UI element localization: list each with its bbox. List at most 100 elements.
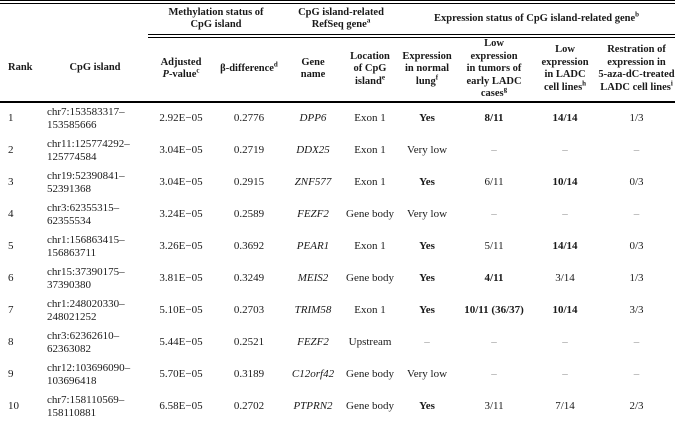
cell-restoration: – xyxy=(633,144,640,156)
group-header-3: Expression status of CpG island-related … xyxy=(398,2,675,38)
footnote-marker: d xyxy=(273,60,278,69)
cell-expr_normal: Yes xyxy=(419,240,435,252)
label-part: Location of CpG island xyxy=(350,50,390,87)
cell-location: Exon 1 xyxy=(354,176,386,188)
cell-beta: 0.2521 xyxy=(233,336,265,348)
cell-cpg: chr15:37390175– 37390380 xyxy=(47,265,125,291)
column-header-gene: Gene name xyxy=(284,36,342,103)
label-part: Restration of expression in 5-aza-dC-tre… xyxy=(598,44,675,93)
cell-cpg: chr7:158110569– 158110881 xyxy=(47,393,125,419)
group-header-0 xyxy=(0,2,148,36)
cell-adj_p: 3.26E−05 xyxy=(159,240,203,252)
cell-gene: PTPRN2 xyxy=(293,400,333,412)
cell-expr_normal: Very low xyxy=(407,368,448,380)
footnote-marker: e xyxy=(381,73,385,81)
cell-restoration: 1/3 xyxy=(629,112,644,124)
cell-location: Exon 1 xyxy=(354,112,386,124)
cell-rank: 3 xyxy=(8,176,14,188)
cell-low_tumor: – xyxy=(491,336,497,348)
cell-restoration: 1/3 xyxy=(629,272,644,284)
cell-low_tumor: 3/11 xyxy=(484,400,504,412)
cell-rank: 1 xyxy=(8,112,14,124)
cell-beta: 0.2589 xyxy=(233,208,265,220)
cell-low_tumor: 4/11 xyxy=(484,272,504,284)
cell-low_tumor: – xyxy=(491,368,497,380)
cell-rank: 4 xyxy=(8,208,14,220)
table-row: 6 chr15:37390175– 37390380 3.81E−05 0.3249 M… xyxy=(0,263,675,295)
cell-low_cell: – xyxy=(562,208,568,220)
table-row: 2 chr11:125774292– 125774584 3.04E−05 0.271… xyxy=(0,135,675,167)
cell-rank: 9 xyxy=(8,368,14,380)
cell-beta: 0.2776 xyxy=(233,112,265,124)
label-part: Methylation status of CpG island xyxy=(168,7,264,30)
label-part: β-difference xyxy=(220,63,274,74)
cell-low_tumor: – xyxy=(491,144,497,156)
cell-expr_normal: Very low xyxy=(407,208,448,220)
column-header-low_tumor: Low expression in tumors of early LADC c… xyxy=(456,36,533,103)
cell-low_cell: 10/14 xyxy=(552,176,578,188)
label-part: Gene name xyxy=(300,56,326,81)
cell-rank: 7 xyxy=(8,304,14,316)
cell-low_cell: – xyxy=(562,336,568,348)
cell-adj_p: 3.81E−05 xyxy=(159,272,203,284)
table-row: 4 chr3:62355315– 62355534 3.24E−05 0.2589 FE… xyxy=(0,199,675,231)
cell-rank: 6 xyxy=(8,272,14,284)
cell-beta: 0.3249 xyxy=(233,272,265,284)
cell-low_tumor: 10/11 (36/37) xyxy=(464,304,524,316)
cell-rank: 10 xyxy=(8,400,19,412)
cell-low_tumor: – xyxy=(491,208,497,220)
cell-low_cell: 14/14 xyxy=(552,112,578,124)
cell-adj_p: 3.04E−05 xyxy=(159,144,203,156)
cell-gene: FEZF2 xyxy=(297,336,329,348)
cell-cpg: chr1:248020330– 248021252 xyxy=(47,297,125,323)
cell-beta: 0.2702 xyxy=(233,400,265,412)
cell-restoration: – xyxy=(633,368,640,380)
cell-location: Upstream xyxy=(348,336,392,348)
label-part: -value xyxy=(168,69,197,81)
cell-beta: 0.2703 xyxy=(233,304,265,316)
table-row: 8 chr3:62362610– 62363082 5.44E−05 0.2521 FE… xyxy=(0,327,675,359)
footnote-marker: h xyxy=(582,79,587,88)
cell-adj_p: 2.92E−05 xyxy=(159,112,203,124)
cell-location: Exon 1 xyxy=(354,144,386,156)
table-row: 1 chr7:153583317– 153585666 2.92E−05 0.2776… xyxy=(0,102,675,135)
column-header-adj_p: Adjusted P-valuec xyxy=(148,36,214,103)
cell-low_tumor: 8/11 xyxy=(484,112,504,124)
label-part: CpG island-related RefSeq gene xyxy=(298,7,384,30)
cell-beta: 0.3189 xyxy=(233,368,265,380)
cell-cpg: chr7:153583317– 153585666 xyxy=(47,105,125,131)
cell-restoration: – xyxy=(633,336,640,348)
cell-gene: MEIS2 xyxy=(297,272,329,284)
cell-low_cell: 3/14 xyxy=(555,272,575,284)
cell-cpg: chr3:62355315– 62355534 xyxy=(47,201,120,227)
cell-expr_normal: Yes xyxy=(419,304,435,316)
cell-gene: C12orf42 xyxy=(291,368,335,380)
cell-expr_normal: Yes xyxy=(419,400,435,412)
column-header-cpg: CpG island xyxy=(42,36,148,103)
cell-location: Exon 1 xyxy=(354,304,386,316)
column-header-rank: Rank xyxy=(0,36,42,103)
cell-gene: PEAR1 xyxy=(296,240,330,252)
cell-expr_normal: Yes xyxy=(419,176,435,188)
cell-restoration: – xyxy=(633,208,640,220)
cell-expr_normal: Very low xyxy=(407,144,448,156)
footnote-marker: b xyxy=(635,10,640,19)
cell-location: Gene body xyxy=(346,208,394,220)
cell-restoration: 2/3 xyxy=(629,400,644,412)
cell-low_cell: – xyxy=(562,368,568,380)
cell-beta: 0.3692 xyxy=(233,240,265,252)
label-part: Expression status of CpG island-related … xyxy=(433,13,636,24)
cell-gene: DPP6 xyxy=(299,112,327,124)
table-row: 10 chr7:158110569– 158110881 6.58E−05 0.270… xyxy=(0,391,675,423)
label-part: Low expression in LADC cell lines xyxy=(541,44,589,93)
column-header-low_cell: Low expression in LADC cell linesh xyxy=(532,36,599,103)
table-row: 3 chr19:52390841– 52391368 3.04E−05 0.2915 Z… xyxy=(0,167,675,199)
column-header-beta: β-differenced xyxy=(214,36,284,103)
cell-beta: 0.2915 xyxy=(233,176,265,188)
cell-location: Gene body xyxy=(346,368,394,380)
footnote-marker: c xyxy=(196,66,200,75)
cell-cpg: chr3:62362610– 62363082 xyxy=(47,329,120,355)
cell-gene: DDX25 xyxy=(296,144,330,156)
cell-rank: 2 xyxy=(8,144,14,156)
